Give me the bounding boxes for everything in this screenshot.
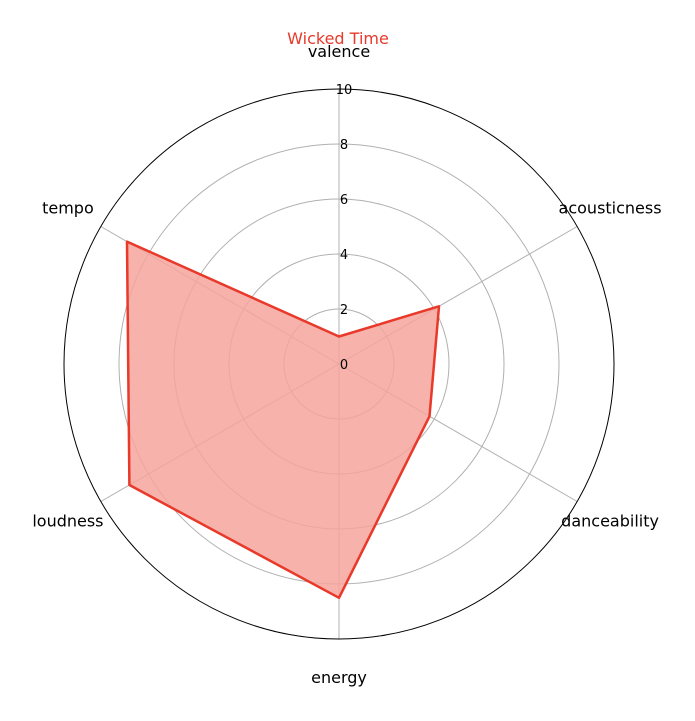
r-tick-label: 10: [336, 83, 353, 98]
axis-label-danceability: danceability: [561, 512, 659, 531]
axis-label-valence: valence: [308, 42, 370, 61]
r-tick-label: 8: [340, 138, 348, 153]
axis-label-acousticness: acousticness: [559, 199, 662, 218]
r-tick-label: 0: [340, 358, 348, 373]
r-tick-label: 2: [340, 303, 348, 318]
axis-label-tempo: tempo: [42, 199, 94, 218]
axis-label-energy: energy: [311, 668, 367, 687]
outer-frame: [63, 88, 615, 640]
radar-series: [125, 240, 441, 600]
series-line: [125, 240, 441, 600]
series-area: [127, 241, 439, 598]
r-tick-label: 6: [340, 193, 348, 208]
radar-labels: 0 2 4 6 8 10 valence acousticness danceability en…: [32, 42, 661, 687]
axis-label-loudness: loudness: [32, 512, 103, 531]
r-tick-label: 4: [340, 248, 348, 263]
chart-title: Wicked Time: [287, 29, 389, 48]
